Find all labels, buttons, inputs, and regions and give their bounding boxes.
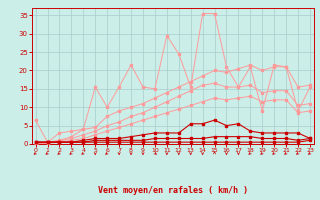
Text: Vent moyen/en rafales ( km/h ): Vent moyen/en rafales ( km/h ) <box>98 186 248 195</box>
